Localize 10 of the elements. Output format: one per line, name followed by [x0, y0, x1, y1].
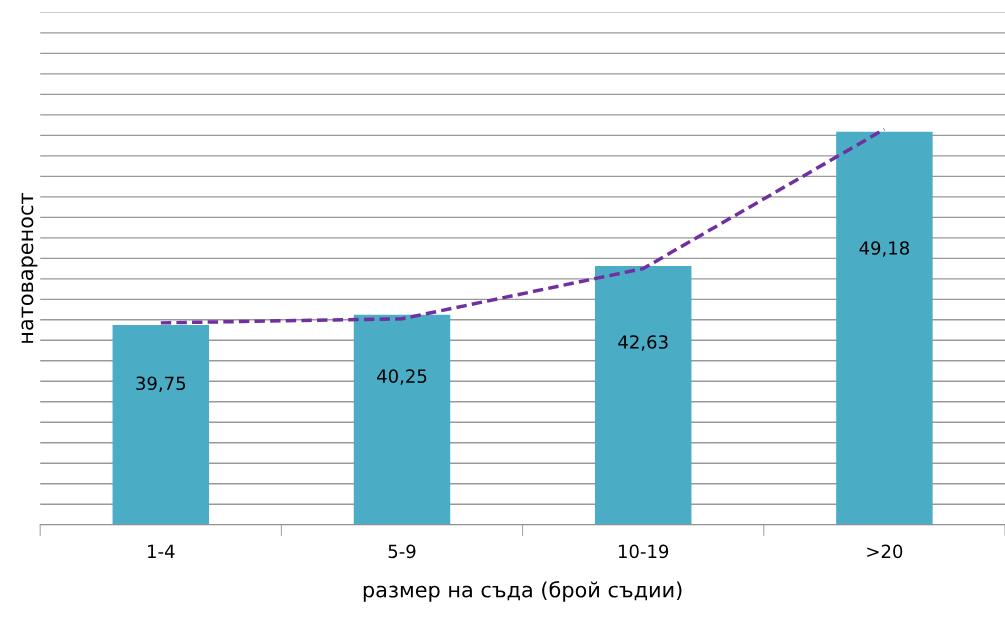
x-tick-label: 10-19	[618, 544, 669, 559]
x-axis-title: размер на съда (брой съдии)	[363, 581, 682, 602]
x-tick-label: 1-4	[148, 544, 175, 558]
data-label: 49,18	[859, 241, 910, 257]
data-label: 39,75	[136, 376, 186, 392]
y-axis-title: натовареност	[21, 193, 38, 343]
data-label: 40,25	[377, 369, 427, 385]
x-tick-label: 5-9	[388, 544, 416, 559]
data-label: 42,63	[618, 335, 668, 351]
x-tick-label: >20	[867, 544, 903, 559]
